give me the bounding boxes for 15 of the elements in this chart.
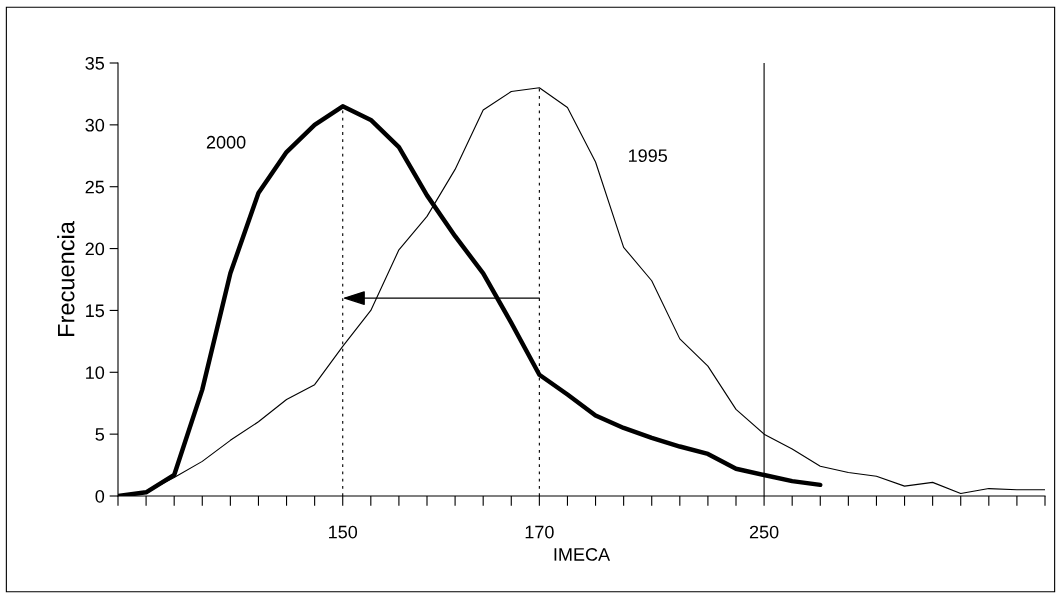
y-tick-label: 5 [95,428,105,441]
x-tick-label: 170 [525,525,554,539]
y-tick-label: 0 [95,489,105,503]
series-label: 2000 [206,135,246,149]
x-axis-title: IMECA [554,548,611,561]
y-tick-label: 35 [85,56,105,70]
x-tick-label: 250 [749,525,779,539]
y-tick-label: 20 [85,242,105,256]
y-tick-label: 10 [86,366,105,380]
y-tick-label: 25 [85,180,105,194]
y-tick-label: 15 [86,304,105,318]
series-label: 1995 [628,149,668,163]
y-tick-label: 30 [85,118,105,132]
x-tick-label: 150 [329,525,358,539]
y-axis-title: Frecuencia [57,221,75,336]
